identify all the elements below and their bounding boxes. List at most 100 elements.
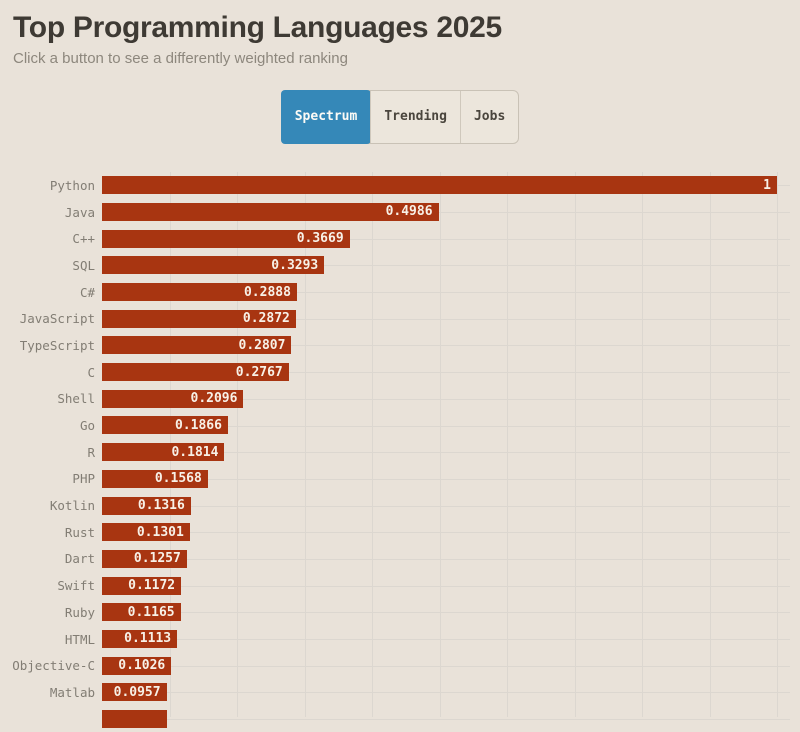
bar[interactable]: 0.1026 [102,656,172,675]
bar-label: HTML [64,631,95,647]
row-gridline [102,212,790,214]
bar-label: Dart [64,551,95,567]
chart-row [0,706,800,732]
weighting-button-group: Spectrum Trending Jobs [280,90,520,144]
bar[interactable]: 0.1814 [102,443,225,462]
chart-row: Go 0.1866 [0,412,800,439]
bar[interactable]: 0.4986 [102,202,439,221]
chart-row: C 0.2767 [0,359,800,386]
bar-label: Swift [57,578,95,594]
bar-value: 0.1316 [137,498,185,514]
row-gridline [102,719,790,721]
row-gridline [102,292,790,294]
bar-label: Go [79,418,95,434]
chart-row: Rust 0.1301 [0,519,800,546]
row-gridline [102,505,790,507]
bar[interactable]: 0.1866 [102,416,228,435]
chart-row: Ruby 0.1165 [0,599,800,626]
bar[interactable]: 0.1568 [102,469,208,488]
bar-label: Java [64,204,95,220]
bar-label: PHP [72,471,95,487]
bar-label: Kotlin [49,498,95,514]
bar[interactable]: 0.1113 [102,629,178,648]
bar-label: SQL [72,257,95,273]
tab-trending[interactable]: Trending [370,91,460,143]
bar[interactable] [102,710,168,729]
bar[interactable]: 1 [102,176,777,195]
chart-row: Matlab 0.0957 [0,679,800,706]
row-gridline [102,558,790,560]
chart-row: Objective-C 0.1026 [0,652,800,679]
bar-value: 0.1172 [128,578,176,594]
bar-track [102,706,800,732]
bar-track: 0.1316 [102,492,800,519]
bar[interactable]: 0.1301 [102,523,190,542]
bar[interactable]: 0.2096 [102,389,244,408]
bar-label: Shell [57,391,95,407]
bar-track: 0.1301 [102,519,800,546]
bar-value: 0.2767 [235,364,283,380]
bar-label: Objective-C [12,658,95,674]
bar[interactable]: 0.1257 [102,549,187,568]
row-gridline [102,265,790,267]
bar[interactable]: 0.1172 [102,576,182,595]
bar[interactable]: 0.1165 [102,603,181,622]
chart-row: Python 1 [0,172,800,199]
tab-spectrum[interactable]: Spectrum [280,90,372,144]
row-gridline [102,478,790,480]
bar-value: 0.3293 [271,257,319,273]
bar-value: 0.1568 [154,471,202,487]
bar-track: 0.1257 [102,546,800,573]
row-gridline [102,692,790,694]
bar-track: 0.0957 [102,679,800,706]
bar[interactable]: 0.1316 [102,496,191,515]
bar-value: 0.1866 [174,417,222,433]
bar-value: 0.1257 [133,551,181,567]
bar-track: 0.3293 [102,252,800,279]
chart-row: Dart 0.1257 [0,546,800,573]
bar-value: 0.2872 [242,311,290,327]
bar-track: 0.2872 [102,305,800,332]
bar[interactable]: 0.0957 [102,683,167,702]
bar-track: 0.2096 [102,386,800,413]
bar-value: 0.1113 [124,631,172,647]
chart-row: SQL 0.3293 [0,252,800,279]
tab-jobs[interactable]: Jobs [459,91,518,143]
chart-row: HTML 0.1113 [0,626,800,653]
bar-label: C++ [72,231,95,247]
chart-row: Swift 0.1172 [0,572,800,599]
bar-value: 0.2096 [190,391,238,407]
bar[interactable]: 0.2888 [102,283,297,302]
bar-track: 0.2888 [102,279,800,306]
bar-track: 1 [102,172,800,199]
page-subtitle: Click a button to see a differently weig… [13,50,348,67]
bar-value: 0.3669 [296,231,344,247]
bar-label: C [87,364,95,380]
bar[interactable]: 0.3293 [102,256,325,275]
bar-value: 0.1814 [171,444,219,460]
chart-row: TypeScript 0.2807 [0,332,800,359]
bar-track: 0.1172 [102,572,800,599]
bar-value: 0.1301 [136,524,184,540]
row-gridline [102,318,790,320]
chart-row: C++ 0.3669 [0,225,800,252]
bar[interactable]: 0.2807 [102,336,292,355]
bar[interactable]: 0.3669 [102,229,350,248]
row-gridline [102,238,790,240]
bar-track: 0.4986 [102,199,800,226]
bar-label: Matlab [49,684,95,700]
chart-row: Shell 0.2096 [0,386,800,413]
bar[interactable]: 0.2872 [102,309,296,328]
row-gridline [102,639,790,641]
row-gridline [102,665,790,667]
bar-label: R [87,444,95,460]
row-gridline [102,425,790,427]
bar-label: Ruby [64,604,95,620]
bar-track: 0.1814 [102,439,800,466]
bar-value: 0.2888 [243,284,291,300]
bar[interactable]: 0.2767 [102,363,289,382]
bar-track: 0.1866 [102,412,800,439]
bar-label: Python [49,177,95,193]
bar-label: C# [79,284,95,300]
row-gridline [102,345,790,347]
